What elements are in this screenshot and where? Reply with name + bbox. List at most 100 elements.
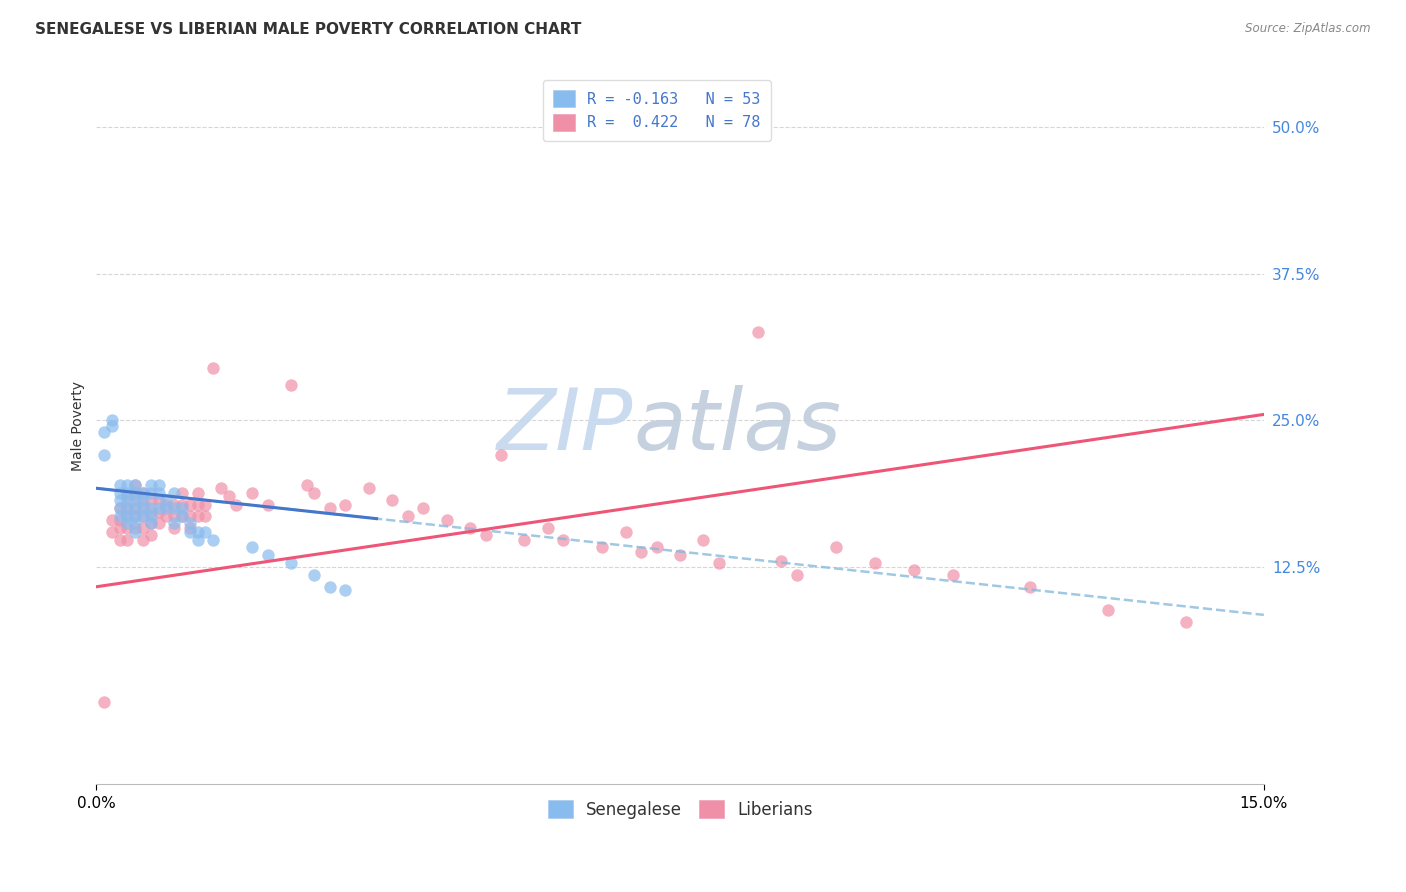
Point [903, 563, 925, 577]
Point [132, 486, 155, 500]
Point [132, 509, 155, 524]
Point [170, 501, 193, 516]
Point [396, 509, 419, 524]
Point [117, 486, 139, 500]
Point [124, 509, 146, 524]
Point [132, 498, 155, 512]
Point [93, 449, 115, 463]
Point [179, 509, 201, 524]
Point [124, 486, 146, 500]
Point [1097, 603, 1119, 617]
Point [186, 486, 208, 500]
Point [630, 544, 652, 558]
Point [591, 540, 613, 554]
Point [124, 493, 146, 508]
Point [474, 528, 496, 542]
Point [179, 521, 201, 535]
Point [319, 501, 342, 516]
Point [707, 557, 730, 571]
Point [1175, 615, 1198, 629]
Point [225, 498, 247, 512]
Point [124, 521, 146, 535]
Point [93, 695, 115, 709]
Point [692, 533, 714, 547]
Point [458, 521, 481, 535]
Point [256, 548, 278, 562]
Point [139, 493, 162, 508]
Point [186, 524, 208, 539]
Point [1019, 580, 1042, 594]
Point [139, 486, 162, 500]
Point [108, 509, 131, 524]
Point [155, 509, 177, 524]
Point [148, 493, 170, 508]
Point [537, 521, 560, 535]
Point [179, 498, 201, 512]
Point [163, 521, 186, 535]
Point [669, 548, 692, 562]
Point [824, 540, 846, 554]
Point [295, 477, 318, 491]
Point [436, 513, 458, 527]
Text: Source: ZipAtlas.com: Source: ZipAtlas.com [1246, 22, 1371, 36]
Point [124, 477, 146, 491]
Point [170, 509, 193, 524]
Point [124, 509, 146, 524]
Point [209, 481, 232, 495]
Point [335, 583, 357, 598]
Point [108, 477, 131, 491]
Point [108, 486, 131, 500]
Point [148, 501, 170, 516]
Y-axis label: Male Poverty: Male Poverty [72, 381, 86, 471]
Point [132, 509, 155, 524]
Point [117, 493, 139, 508]
Point [280, 378, 302, 392]
Point [101, 513, 124, 527]
Text: SENEGALESE VS LIBERIAN MALE POVERTY CORRELATION CHART: SENEGALESE VS LIBERIAN MALE POVERTY CORR… [35, 22, 582, 37]
Point [163, 501, 186, 516]
Point [280, 557, 302, 571]
Point [381, 493, 404, 508]
Point [124, 524, 146, 539]
Point [155, 498, 177, 512]
Point [132, 486, 155, 500]
Point [101, 413, 124, 427]
Point [179, 516, 201, 531]
Point [117, 509, 139, 524]
Point [747, 326, 769, 340]
Text: ZIP: ZIP [498, 384, 634, 467]
Point [218, 490, 240, 504]
Point [117, 477, 139, 491]
Point [357, 481, 380, 495]
Point [108, 521, 131, 535]
Point [139, 509, 162, 524]
Point [304, 568, 326, 582]
Point [139, 528, 162, 542]
Point [194, 498, 217, 512]
Point [163, 516, 186, 531]
Point [108, 493, 131, 508]
Text: atlas: atlas [634, 384, 841, 467]
Point [124, 477, 146, 491]
Point [108, 533, 131, 547]
Point [412, 501, 434, 516]
Point [101, 419, 124, 434]
Point [163, 486, 186, 500]
Point [202, 533, 225, 547]
Point [124, 490, 146, 504]
Point [139, 477, 162, 491]
Point [132, 493, 155, 508]
Point [124, 516, 146, 531]
Point [202, 360, 225, 375]
Point [117, 490, 139, 504]
Point [155, 501, 177, 516]
Point [170, 509, 193, 524]
Point [132, 501, 155, 516]
Point [108, 513, 131, 527]
Point [304, 486, 326, 500]
Point [139, 516, 162, 531]
Point [148, 486, 170, 500]
Point [117, 501, 139, 516]
Point [139, 501, 162, 516]
Point [132, 521, 155, 535]
